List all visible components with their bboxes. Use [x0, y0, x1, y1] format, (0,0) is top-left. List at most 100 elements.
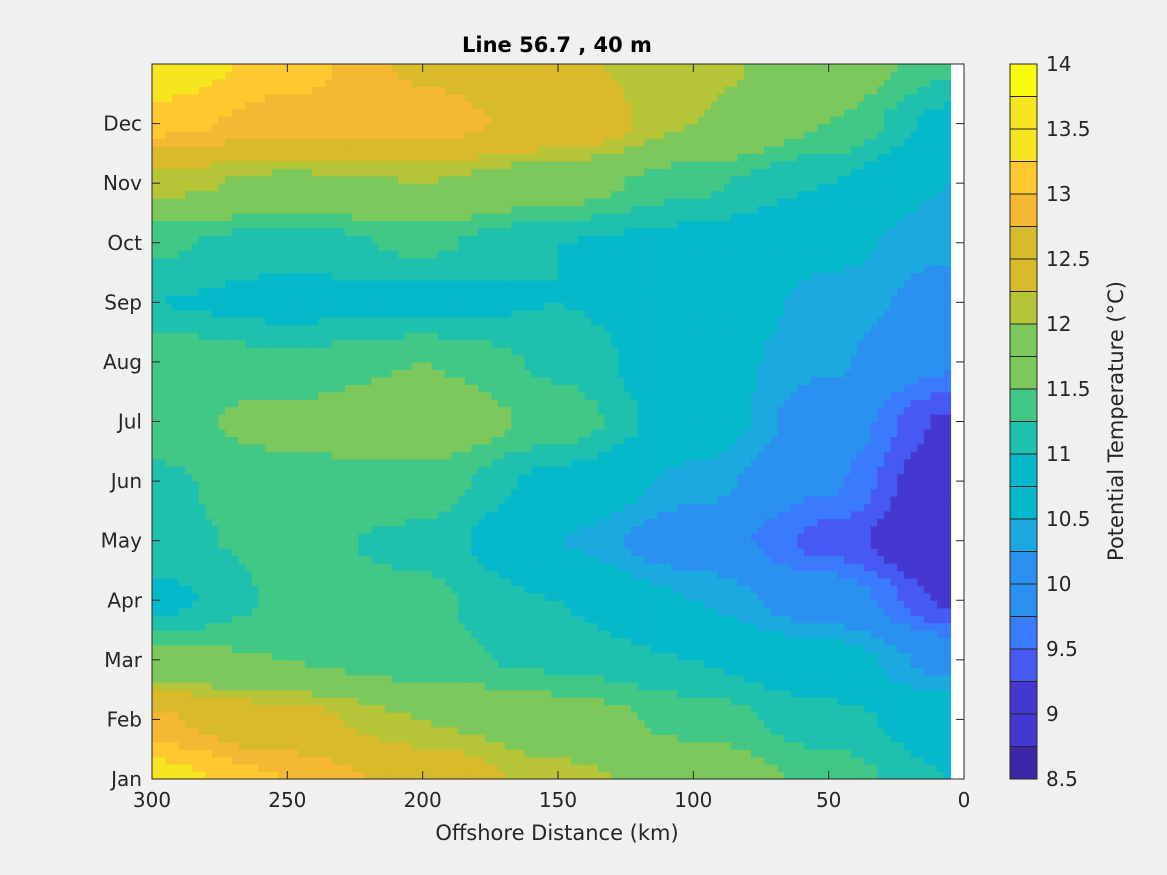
contour-cell	[271, 704, 280, 713]
contour-cell	[298, 704, 306, 713]
contour-cell	[677, 756, 685, 765]
contour-cell	[684, 510, 692, 519]
contour-cell	[930, 592, 938, 601]
contour-cell	[571, 585, 579, 594]
contour-cell	[604, 644, 612, 653]
contour-cell	[684, 563, 692, 572]
contour-cell	[205, 473, 213, 482]
contour-cell	[577, 689, 586, 698]
contour-cell	[484, 563, 492, 572]
contour-cell	[597, 481, 606, 490]
contour-cell	[903, 682, 912, 691]
contour-cell	[504, 563, 512, 572]
contour-cell	[205, 563, 213, 572]
contour-cell	[351, 473, 359, 482]
contour-cell	[411, 659, 419, 668]
contour-cell	[305, 756, 313, 765]
contour-cell	[245, 592, 253, 601]
contour-cell	[398, 630, 406, 639]
contour-cell	[863, 540, 872, 549]
contour-cell	[418, 481, 426, 490]
contour-cell	[498, 697, 506, 706]
contour-cell	[158, 719, 166, 728]
contour-cell	[657, 495, 665, 505]
contour-cell	[498, 734, 506, 743]
contour-cell	[305, 652, 313, 661]
contour-cell	[850, 674, 858, 683]
contour-cell	[311, 607, 319, 616]
contour-cell	[617, 704, 626, 713]
contour-cell	[551, 555, 559, 564]
contour-cell	[251, 667, 260, 676]
contour-cell	[730, 600, 739, 609]
contour-cell	[171, 741, 180, 750]
contour-cell	[690, 473, 699, 482]
contour-cell	[278, 764, 286, 773]
contour-cell	[804, 719, 812, 728]
contour-cell	[504, 704, 512, 713]
contour-cell	[537, 711, 546, 721]
contour-cell	[677, 644, 685, 653]
contour-cell	[451, 711, 459, 721]
contour-cell	[744, 644, 752, 653]
contour-cell	[577, 563, 586, 572]
contour-cell	[418, 473, 426, 482]
contour-cell	[710, 719, 719, 728]
contour-cell	[238, 615, 246, 624]
contour-cell	[730, 637, 739, 646]
contour-cell	[178, 667, 186, 676]
contour-cell	[185, 704, 193, 713]
contour-cell	[171, 548, 180, 557]
contour-cell	[617, 540, 626, 549]
contour-cell	[817, 697, 825, 706]
contour-cell	[225, 592, 233, 601]
contour-cell	[424, 711, 433, 721]
contour-cell	[231, 577, 240, 586]
contour-cell	[185, 734, 193, 743]
contour-cell	[624, 577, 632, 586]
contour-cell	[378, 689, 386, 698]
contour-cell	[291, 495, 299, 505]
contour-cell	[903, 764, 912, 773]
contour-cell	[784, 652, 792, 661]
contour-cell	[311, 674, 319, 683]
contour-cell	[205, 481, 213, 490]
contour-cell	[231, 734, 240, 743]
contour-cell	[152, 726, 160, 735]
contour-cell	[438, 711, 446, 721]
contour-cell	[431, 615, 439, 624]
contour-cell	[471, 674, 479, 683]
contour-cell	[191, 749, 200, 758]
contour-cell	[431, 466, 439, 475]
contour-cell	[631, 697, 639, 706]
contour-cell	[890, 749, 898, 758]
contour-cell	[165, 481, 173, 490]
contour-cell	[371, 473, 379, 482]
contour-cell	[511, 674, 519, 683]
contour-cell	[577, 652, 586, 661]
contour-cell	[464, 577, 472, 586]
contour-cell	[844, 711, 852, 721]
contour-cell	[877, 548, 885, 557]
contour-cell	[837, 697, 845, 706]
contour-cell	[285, 473, 293, 482]
contour-cell	[278, 756, 286, 765]
contour-cell	[890, 518, 898, 527]
contour-cell	[710, 525, 719, 534]
contour-cell	[291, 719, 299, 728]
contour-cell	[198, 674, 206, 683]
contour-cell	[484, 600, 492, 609]
contour-cell	[517, 756, 526, 765]
contour-cell	[591, 644, 599, 653]
contour-cell	[897, 667, 905, 676]
contour-cell	[484, 473, 492, 482]
contour-cell	[491, 473, 499, 482]
contour-cell	[471, 726, 479, 735]
contour-cell	[664, 570, 672, 579]
contour-cell	[158, 659, 166, 668]
contour-cell	[391, 510, 399, 519]
contour-cell	[850, 741, 858, 750]
contour-cell	[424, 585, 433, 594]
contour-cell	[724, 615, 732, 624]
contour-cell	[877, 585, 885, 594]
